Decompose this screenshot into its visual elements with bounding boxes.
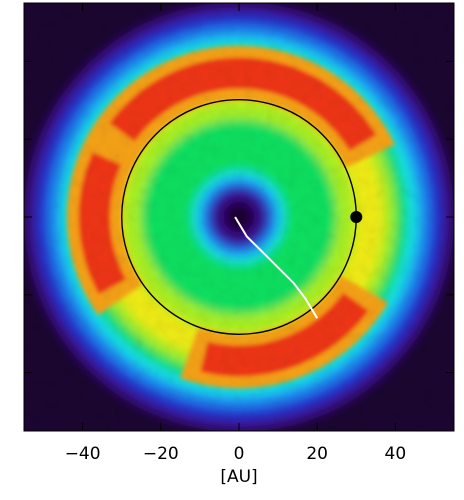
- x-tick-label: 0: [234, 444, 245, 464]
- overlay-features: [121, 99, 363, 335]
- x-tick-label: −40: [65, 444, 101, 464]
- texture-overlay: [24, 3, 454, 431]
- spiral-track: [234, 216, 319, 319]
- x-tick-label: 40: [385, 444, 407, 464]
- x-tick-label: 20: [306, 444, 328, 464]
- x-axis-label: [AU]: [220, 467, 257, 487]
- x-tick-labels: −40 −20 0 20 40: [65, 444, 406, 464]
- planet-marker: [350, 211, 363, 223]
- plot-area: [24, 3, 454, 431]
- axis-ticks: [24, 3, 454, 431]
- x-tick-label: −20: [143, 444, 179, 464]
